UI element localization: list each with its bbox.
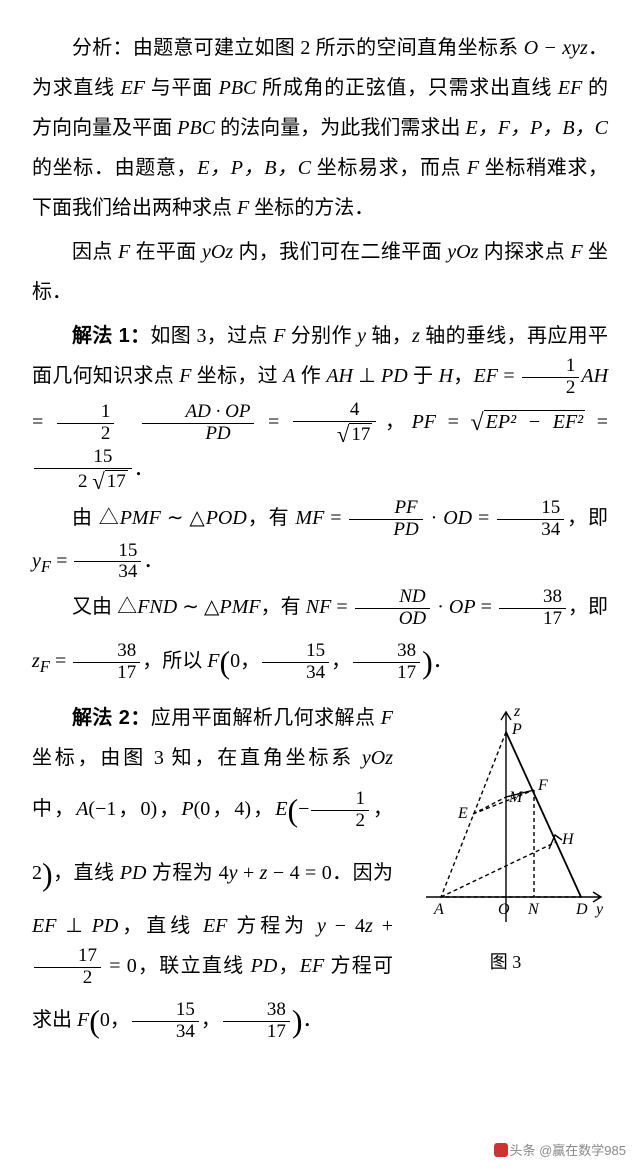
sim1-para: 由 △PMF ∼ △POD，有 MF = PFPD · OD = 1534，即 … bbox=[32, 498, 608, 584]
axes bbox=[426, 712, 601, 922]
svg-text:D: D bbox=[575, 901, 588, 918]
frac-pf-pd: PFPD bbox=[349, 498, 422, 541]
figure3-svg: z y P M F E H A O N D bbox=[406, 702, 606, 932]
figure3: z y P M F E H A O N D 图 3 bbox=[403, 702, 608, 980]
solution1-para: 解法 1：如图 3，过点 F 分别作 y 轴，z 轴的垂线，再应用平面几何知识求… bbox=[32, 316, 608, 494]
analysis-para: 分析：由题意可建立如图 2 所示的空间直角坐标系 O − xyz．为求直线 EF… bbox=[32, 28, 608, 228]
svg-text:O: O bbox=[498, 901, 510, 918]
line-pd-solid bbox=[506, 732, 581, 897]
svg-text:y: y bbox=[594, 901, 604, 918]
line-ah bbox=[441, 842, 556, 897]
svg-text:M: M bbox=[508, 789, 524, 806]
svg-text:F: F bbox=[537, 777, 548, 794]
frac-half: 12 bbox=[522, 356, 580, 399]
svg-text:E: E bbox=[457, 805, 468, 822]
frac-nd-od: NDOD bbox=[355, 587, 430, 630]
line-em bbox=[473, 797, 506, 814]
figure3-caption: 图 3 bbox=[403, 944, 608, 980]
frac-15-2sqrt17: 152 √17 bbox=[34, 447, 132, 494]
analysis-label: 分析： bbox=[72, 37, 133, 59]
solution1-head: 解法 1： bbox=[72, 325, 150, 347]
toutiao-icon bbox=[494, 1143, 508, 1157]
svg-text:A: A bbox=[433, 901, 444, 918]
svg-text:H: H bbox=[561, 831, 575, 848]
svg-text:P: P bbox=[511, 721, 522, 738]
frac-adop-pd: AD · OPPD bbox=[142, 402, 255, 445]
frac-38-17: 3817 bbox=[499, 587, 566, 630]
svg-text:N: N bbox=[527, 901, 540, 918]
watermark: 头条 @赢在数学985 bbox=[494, 1138, 627, 1164]
solution2-head: 解法 2： bbox=[72, 707, 151, 729]
svg-text:z: z bbox=[513, 703, 521, 720]
sim2-para: 又由 △FND ∼ △PMF，有 NF = NDOD · OP = 3817，即… bbox=[32, 587, 608, 694]
context-para: 因点 F 在平面 yOz 内，我们可在二维平面 yOz 内探求点 F 坐标． bbox=[32, 232, 608, 312]
frac-15-34: 1534 bbox=[497, 498, 564, 541]
frac-4-sqrt17: 4√17 bbox=[293, 400, 377, 447]
